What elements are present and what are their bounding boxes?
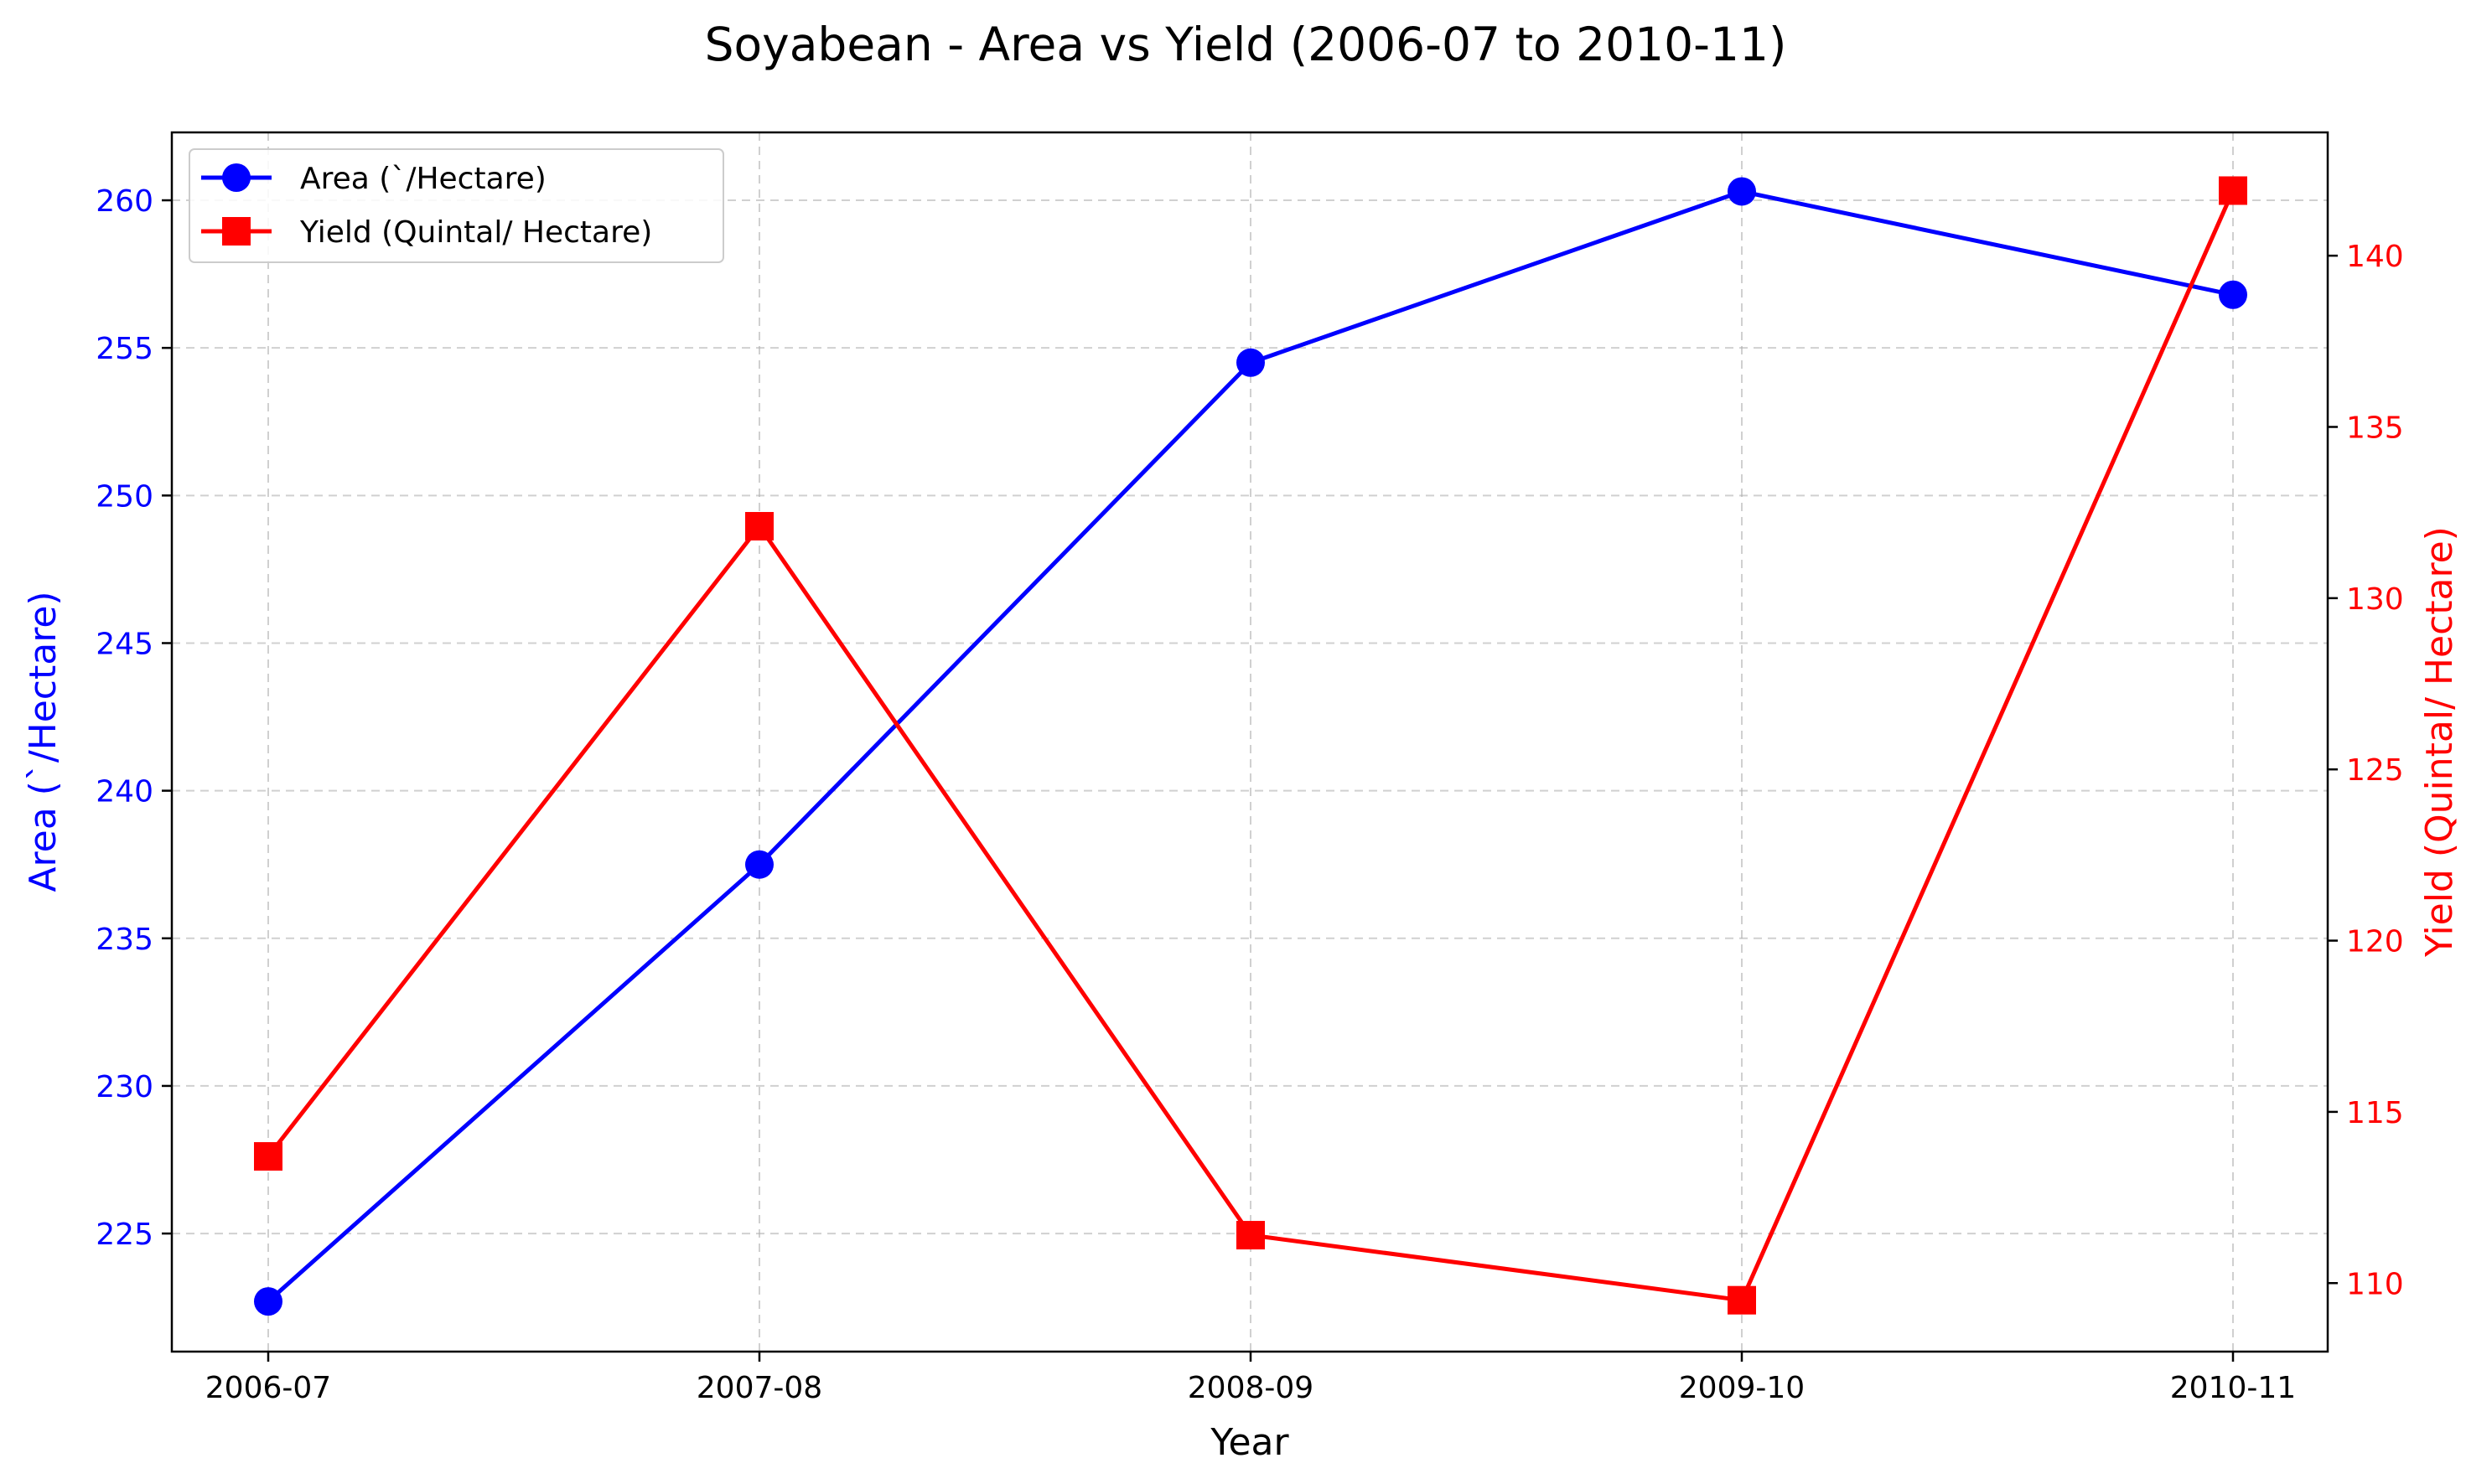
series-0-point-2009-10 [1728,177,1756,206]
x-tick-label: 2007-08 [697,1371,822,1405]
legend: Area (`/Hectare) Yield (Quintal/ Hectare… [189,148,724,263]
right-y-axis-title: Yield (Quintal/ Hectare) [2418,526,2461,958]
legend-marker-area [222,163,251,192]
right-y-tick-label: 135 [2346,411,2404,445]
series-1-point-2010-11 [2219,176,2247,205]
series-0-point-2007-08 [745,850,774,879]
left-y-tick-label: 250 [96,479,153,514]
legend-marker-yield [222,217,251,246]
legend-item-area: Area (`/Hectare) [201,162,547,196]
series-0-point-2006-07 [254,1287,282,1316]
x-axis: 2006-07 2007-08 2008-09 2009-10 2010-11 [205,1352,2296,1405]
left-y-tick-label: 245 [96,627,153,661]
left-y-axis: 225 230 235 240 245 250 255 260 [96,184,172,1252]
x-tick-label: 2009-10 [1679,1371,1805,1405]
legend-label-area: Area (`/Hectare) [300,162,547,196]
left-y-tick-label: 255 [96,332,153,366]
series-1-point-2007-08 [745,512,774,541]
x-axis-title: Year [1210,1421,1289,1464]
x-tick-label: 2006-07 [205,1371,331,1405]
left-y-axis-title: Area (`/Hectare) [22,591,65,892]
left-y-tick-label: 260 [96,184,153,219]
series-1-point-2008-09 [1236,1221,1265,1250]
right-y-tick-label: 140 [2346,240,2404,274]
series-0-point-2010-11 [2219,280,2247,309]
x-tick-label: 2008-09 [1188,1371,1313,1405]
legend-item-yield: Yield (Quintal/ Hectare) [201,215,652,250]
right-y-tick-label: 125 [2346,753,2404,788]
series-1-point-2006-07 [254,1142,282,1171]
left-y-tick-label: 235 [96,923,153,957]
series-1-point-2009-10 [1728,1285,1756,1315]
right-y-axis: 110 115 120 125 130 135 140 [2328,240,2404,1301]
right-y-tick-label: 130 [2346,582,2404,617]
chart-title: Soyabean - Area vs Yield (2006-07 to 201… [705,18,1787,71]
legend-box [189,148,724,263]
left-y-tick-label: 240 [96,775,153,809]
right-y-tick-label: 120 [2346,925,2404,959]
right-y-tick-label: 110 [2346,1267,2404,1301]
series-layer [254,176,2247,1316]
right-y-tick-label: 115 [2346,1096,2404,1130]
left-y-tick-label: 230 [96,1070,153,1104]
left-y-tick-label: 225 [96,1218,153,1252]
x-tick-label: 2010-11 [2170,1371,2296,1405]
series-0-point-2008-09 [1236,348,1265,377]
legend-label-yield: Yield (Quintal/ Hectare) [299,215,652,250]
